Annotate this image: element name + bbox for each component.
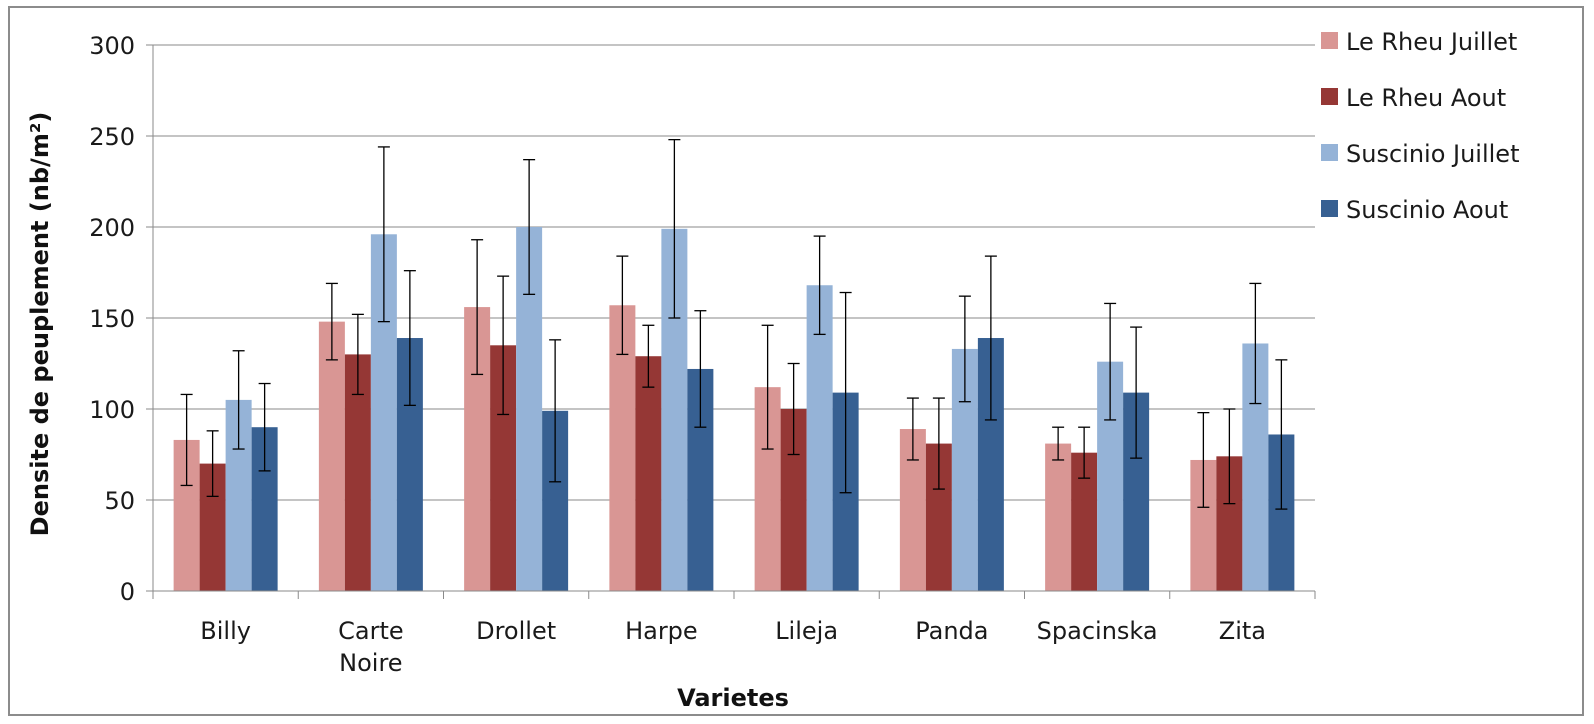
x-tick-label: Zita xyxy=(1219,617,1266,645)
y-axis-title: Densite de peuplement (nb/m²) xyxy=(26,112,54,537)
x-tick-label: Lileja xyxy=(775,617,838,645)
x-tick-label: Panda xyxy=(915,617,988,645)
y-tick-label: 50 xyxy=(104,487,135,515)
bar-suscinio-juillet xyxy=(806,285,833,591)
x-tick-label: Drollet xyxy=(476,617,556,645)
x-tick-label: Billy xyxy=(200,617,251,645)
y-tick-label: 0 xyxy=(120,578,135,606)
error-bars-group xyxy=(180,138,1288,510)
legend-label: Suscinio Juillet xyxy=(1346,140,1519,168)
y-tick-label: 300 xyxy=(89,32,135,60)
y-axis-ticks: 0 50 100 150 200 250 300 xyxy=(89,32,153,606)
x-tick-label: Spacinska xyxy=(1037,617,1158,645)
bar-le-rheu-juillet xyxy=(1045,443,1072,591)
x-axis: Billy Carte Noire Drollet Harpe Lileja Panda Sp… xyxy=(152,45,1316,677)
x-axis-title: Varietes xyxy=(677,684,789,712)
x-tick-label: Harpe xyxy=(625,617,698,645)
bars-group xyxy=(173,227,1295,591)
y-tick-label: 150 xyxy=(89,305,135,333)
chart-frame: 0 50 100 150 200 250 300 Billy Carte Noire Drolle… xyxy=(8,6,1584,716)
legend-swatch xyxy=(1321,144,1338,161)
legend-swatch xyxy=(1321,200,1338,217)
y-tick-label: 200 xyxy=(89,214,135,242)
legend-label: Le Rheu Aout xyxy=(1346,84,1506,112)
bar-le-rheu-juillet xyxy=(318,321,345,591)
y-tick-label: 100 xyxy=(89,396,135,424)
bar-chart: 0 50 100 150 200 250 300 Billy Carte Noire Drolle… xyxy=(26,28,1519,712)
legend-swatch xyxy=(1321,88,1338,105)
legend: Le Rheu Juillet Le Rheu Aout Suscinio Juil… xyxy=(1321,28,1519,224)
y-tick-label: 250 xyxy=(89,123,135,151)
bar-le-rheu-aout xyxy=(635,356,662,591)
legend-swatch xyxy=(1321,32,1338,49)
legend-label: Le Rheu Juillet xyxy=(1346,28,1517,56)
x-tick-label: Carte Noire xyxy=(338,617,404,677)
legend-label: Suscinio Aout xyxy=(1346,196,1508,224)
